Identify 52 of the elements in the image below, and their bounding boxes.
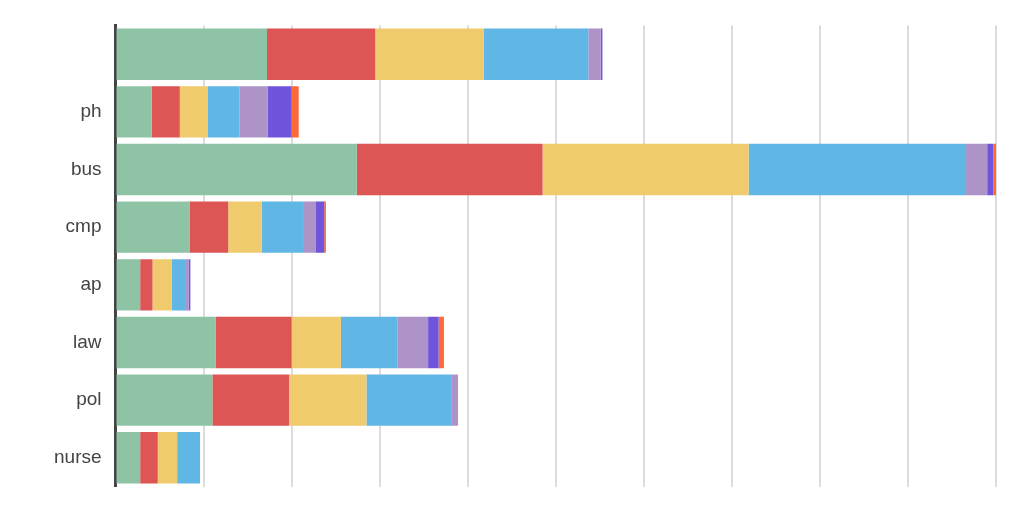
bar	[151, 86, 180, 138]
y-tick-label: ap	[80, 273, 102, 295]
bar	[140, 432, 158, 484]
bar	[116, 86, 152, 138]
bar	[428, 316, 439, 369]
bar	[340, 316, 398, 369]
bar	[588, 28, 601, 80]
bar	[177, 432, 201, 484]
bar	[212, 374, 289, 426]
bar	[291, 86, 299, 138]
bar	[366, 374, 452, 426]
bar	[303, 201, 316, 253]
bar	[116, 143, 357, 196]
bar	[207, 86, 240, 138]
bar	[215, 316, 292, 369]
bar	[179, 86, 208, 138]
bar	[261, 201, 304, 253]
bar	[116, 259, 141, 311]
bar	[748, 143, 967, 196]
y-tick-label: nurse	[54, 446, 102, 468]
bar	[966, 143, 988, 196]
bar	[291, 316, 341, 369]
bar	[189, 201, 229, 253]
bar	[171, 259, 186, 311]
bar	[397, 316, 429, 369]
bar	[542, 143, 749, 196]
bar	[116, 316, 216, 369]
bar	[451, 374, 459, 426]
bar	[438, 316, 444, 369]
y-tick-label: cmp	[65, 215, 102, 237]
bar	[266, 28, 376, 80]
bar	[267, 86, 292, 138]
bar	[116, 374, 213, 426]
y-tick-label: pol	[76, 388, 102, 410]
y-tick-label: law	[73, 330, 102, 352]
bar	[116, 432, 141, 484]
bar	[152, 259, 172, 311]
bar	[993, 143, 996, 196]
bar	[375, 28, 484, 80]
bar	[239, 86, 268, 138]
y-tick-label: bus	[70, 157, 102, 179]
bar	[288, 374, 367, 426]
bar	[483, 28, 589, 80]
y-tick-label: ph	[80, 100, 102, 122]
bar	[116, 28, 267, 80]
bar	[228, 201, 262, 253]
bar	[315, 201, 325, 253]
bar	[987, 143, 994, 196]
bar	[356, 143, 543, 196]
bar	[116, 201, 190, 253]
bar	[157, 432, 178, 484]
bar	[140, 259, 153, 311]
